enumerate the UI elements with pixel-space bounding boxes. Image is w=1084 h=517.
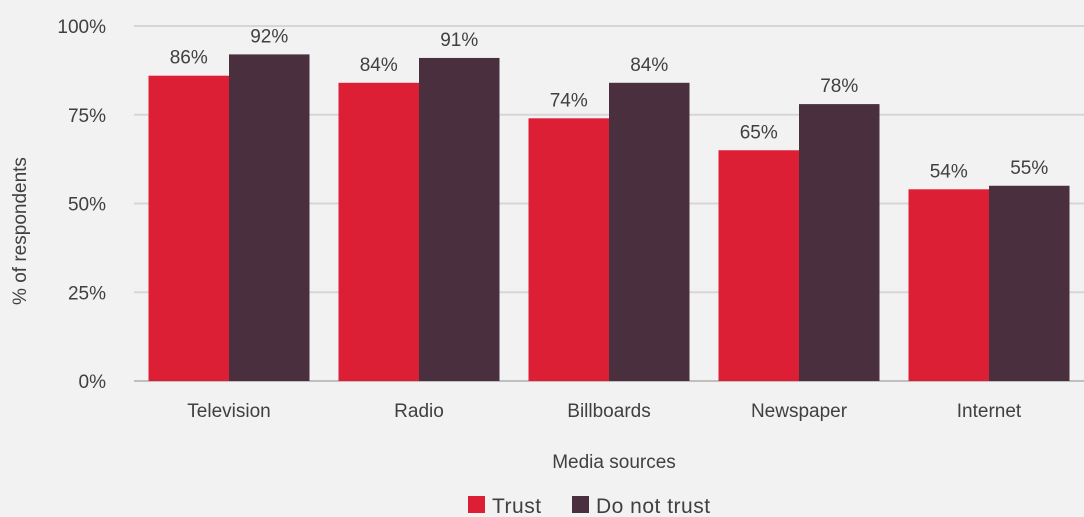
legend-swatch [468,496,485,513]
bar-trust [908,189,989,381]
x-axis-categories: Television Radio Billboards Newspaper Intern… [187,401,1022,422]
y-axis-title: % of respondents [10,157,31,305]
data-label: 65% [740,122,778,143]
data-label: 84% [360,55,398,76]
x-category-label: Internet [957,401,1022,422]
legend-label: Do not trust [596,495,711,517]
bar-trust [528,118,609,382]
legend: Trust Do not trust [468,495,711,517]
x-axis-title: Media sources [552,452,676,473]
x-category-label: Television [187,401,270,422]
bar-do-not-trust [609,82,690,382]
x-category-label: Radio [394,401,444,422]
bars [148,54,1070,382]
x-category-label: Newspaper [751,401,848,422]
y-tick-label: 50% [68,195,106,216]
data-label: 54% [930,161,968,182]
y-tick-label: 0% [79,372,107,393]
data-label: 84% [630,55,668,76]
data-labels: 86% 92% 84% 91% 74% 84% 65% 78% 54% 55% [170,26,1049,182]
bar-do-not-trust [229,54,310,382]
y-axis-ticks: 0% 25% 50% 75% 100% [57,17,106,393]
data-label: 92% [250,26,288,47]
legend-swatch [572,496,589,513]
legend-label: Trust [492,495,542,517]
y-tick-label: 25% [68,283,106,304]
x-category-label: Billboards [567,401,650,422]
data-label: 55% [1010,158,1048,179]
bar-trust [148,75,229,381]
data-label: 74% [550,90,588,111]
bar-do-not-trust [989,185,1070,381]
y-tick-label: 75% [68,106,106,127]
bar-do-not-trust [799,104,880,381]
bar-do-not-trust [419,57,500,381]
data-label: 91% [440,30,478,51]
data-label: 86% [170,48,208,69]
bar-trust [718,150,799,381]
bar-trust [338,82,419,382]
y-tick-label: 100% [57,17,106,38]
data-label: 78% [820,76,858,97]
